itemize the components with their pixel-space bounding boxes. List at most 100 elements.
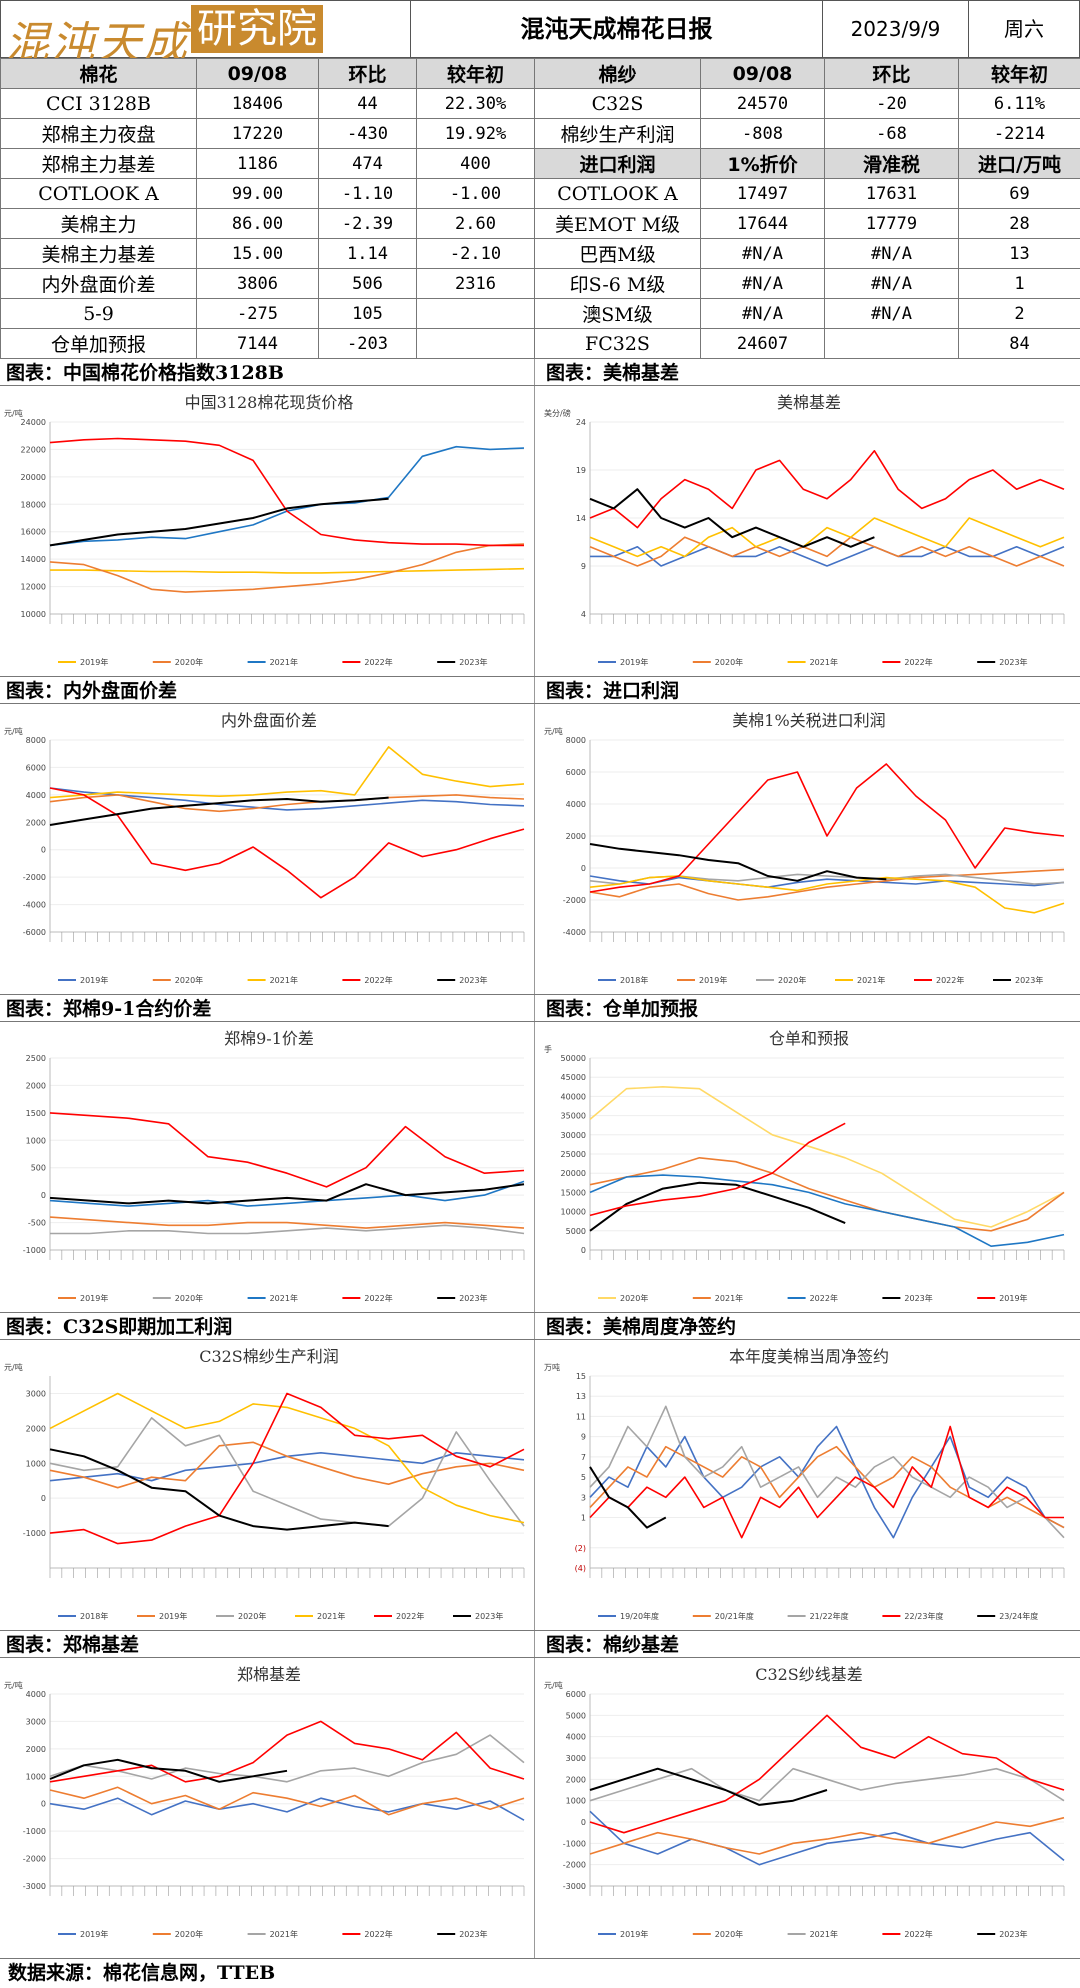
y-tick-label: 4000: [26, 791, 46, 800]
y-tick-label: -500: [28, 1219, 46, 1228]
y-tick-label: 10000: [21, 610, 46, 619]
y-tick-label: 0: [581, 1818, 586, 1827]
legend-entry: 2020年: [175, 1293, 203, 1303]
table-cell: -2.10: [417, 239, 535, 269]
section-title: 图表：中国棉花价格指数3128B: [0, 358, 540, 386]
y-tick-label: 2000: [26, 1081, 46, 1090]
y-tick-label: 4: [581, 610, 586, 619]
series-line: [590, 1158, 1064, 1231]
table-cell: 2316: [417, 269, 535, 299]
table-cell: #N/A: [825, 239, 959, 269]
table-cell: 22.30%: [417, 89, 535, 119]
table-header-cell: 09/08: [197, 59, 319, 89]
legend-entry: 2021年: [857, 975, 885, 985]
series-line: [50, 439, 524, 546]
y-tick-label: 0: [581, 864, 586, 873]
table-cell: 2.60: [417, 209, 535, 239]
legend-entry: 19/20年度: [620, 1611, 659, 1621]
table-cell: 15.00: [197, 239, 319, 269]
series-line: [50, 447, 524, 546]
y-tick-label: -4000: [23, 901, 46, 910]
y-tick-label: 6000: [566, 1690, 586, 1699]
legend-entry: 23/24年度: [999, 1611, 1038, 1621]
y-tick-label: 8000: [26, 736, 46, 745]
y-tick-label: -2000: [23, 1855, 46, 1864]
legend-entry: 2021年: [810, 1929, 838, 1939]
y-tick-label: 24000: [21, 418, 46, 427]
legend-entry: 2021年: [270, 657, 298, 667]
section-title: 图表：郑棉基差: [0, 1630, 540, 1658]
y-tick-label: 12000: [21, 583, 46, 592]
y-tick-label: 0: [41, 1191, 46, 1200]
series-line: [590, 451, 1064, 528]
series-line: [590, 1123, 845, 1215]
series-line: [50, 1721, 524, 1781]
legend-entry: 2023年: [475, 1611, 503, 1621]
row-label: 美棉主力基差: [1, 239, 197, 269]
series-line: [50, 747, 524, 798]
y-tick-label: -2000: [563, 1861, 586, 1870]
legend-entry: 2021年: [270, 1293, 298, 1303]
table-cell: 69: [959, 179, 1080, 209]
y-tick-label: 15000: [561, 1188, 586, 1197]
table-cell: #N/A: [701, 299, 825, 329]
legend-entry: 2023年: [904, 1293, 932, 1303]
row-label: 内外盘面价差: [1, 269, 197, 299]
y-axis-label: 元/吨: [4, 1680, 23, 1690]
table-cell: 1.14: [319, 239, 417, 269]
y-tick-label: 2000: [26, 1424, 46, 1433]
series-line: [590, 844, 886, 881]
legend-entry: 2021年: [715, 1293, 743, 1303]
table-cell: 13: [959, 239, 1080, 269]
legend-entry: 2019年: [999, 1293, 1027, 1303]
table-cell: -1.00: [417, 179, 535, 209]
y-tick-label: 22000: [21, 445, 46, 454]
y-tick-label: 2000: [26, 818, 46, 827]
y-tick-label: 10000: [561, 1208, 586, 1217]
y-tick-label: 2000: [566, 1775, 586, 1784]
y-axis-label: 元/吨: [544, 726, 563, 736]
legend-entry: 2018年: [620, 975, 648, 985]
y-tick-label: 25000: [561, 1150, 586, 1159]
legend-entry: 2022年: [364, 1929, 392, 1939]
series-line: [50, 544, 524, 592]
table-header-cell: 09/08: [701, 59, 825, 89]
table-header-cell: 棉纱: [535, 59, 701, 89]
table-cell: 17631: [825, 179, 959, 209]
y-tick-label: 500: [31, 1164, 46, 1173]
legend-entry: 2021年: [270, 975, 298, 985]
series-line: [590, 1769, 1064, 1801]
y-tick-label: 11: [576, 1412, 586, 1421]
table-cell: 28: [959, 209, 1080, 239]
legend-entry: 20/21年度: [715, 1611, 754, 1621]
table-cell: 18406: [197, 89, 319, 119]
y-tick-label: 2500: [26, 1054, 46, 1063]
data-source: 数据来源：棉花信息网，TTEB: [0, 1958, 1080, 1987]
y-tick-label: -1000: [23, 1529, 46, 1538]
table-cell: -1.10: [319, 179, 417, 209]
section-title: 图表：仓单加预报: [540, 994, 1080, 1022]
table-cell: -2.39: [319, 209, 417, 239]
legend-entry: 2019年: [80, 1293, 108, 1303]
legend-entry: 2020年: [175, 975, 203, 985]
y-tick-label: 18000: [21, 500, 46, 509]
table-row: 棉纱生产利润-808-68-2214: [535, 119, 1080, 149]
y-tick-label: -6000: [23, 928, 46, 937]
series-line: [50, 569, 524, 573]
table-cell: 2: [959, 299, 1080, 329]
chart-title: C32S纱线基差: [755, 1665, 863, 1684]
series-line: [590, 1183, 845, 1231]
y-tick-label: 1000: [26, 1136, 46, 1145]
row-label: FC32S: [535, 329, 701, 359]
report-header: 混沌天成 研究院 混沌天成棉花日报 2023/9/9 周六: [0, 0, 1080, 58]
series-line: [50, 1787, 524, 1814]
